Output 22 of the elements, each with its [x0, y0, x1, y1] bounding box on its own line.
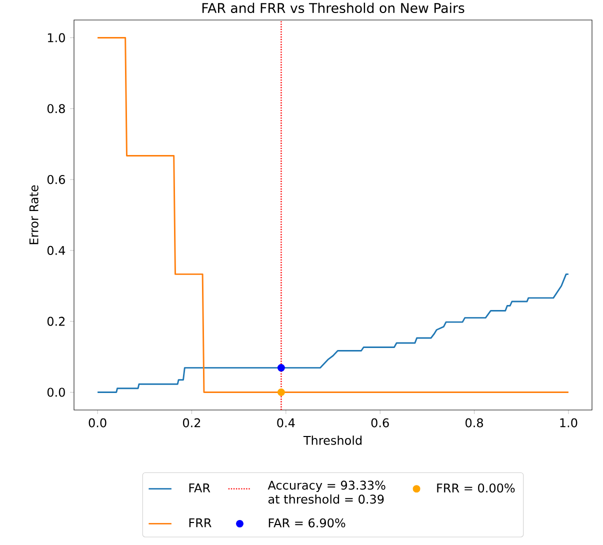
legend-label: FAR = 6.90%: [268, 518, 346, 528]
x-axis-title: Threshold: [303, 436, 362, 445]
y-tick-label: 0.4: [47, 246, 66, 255]
x-tick-label: 0.6: [371, 418, 389, 428]
x-tick-label: 0.4: [277, 418, 295, 428]
y-tick-label: 0.6: [47, 174, 65, 184]
legend-label: Accuracy = 93.33% at threshold = 0.39: [268, 480, 386, 504]
legend-label: FRR: [189, 518, 212, 528]
x-tick-label: 1.0: [560, 418, 578, 428]
x-tick-label: 0.2: [182, 418, 200, 428]
x-tick-label: 0.0: [88, 418, 106, 428]
x-tick-label: 0.8: [466, 418, 483, 428]
y-axis-title: Error Rate: [29, 185, 38, 244]
y-tick-label: 0.8: [47, 104, 65, 114]
y-tick-label: 1.0: [48, 33, 65, 42]
line-series: [96, 273, 570, 393]
chart-title: FAR and FRR vs Threshold on New Pairs: [202, 2, 464, 14]
y-tick-label: 0.2: [47, 316, 65, 326]
y-tick-label: 0.0: [47, 388, 65, 397]
legend-label: FAR: [189, 484, 210, 492]
line-series: [96, 36, 570, 393]
legend-label: FRR = 0.00%: [437, 483, 515, 493]
